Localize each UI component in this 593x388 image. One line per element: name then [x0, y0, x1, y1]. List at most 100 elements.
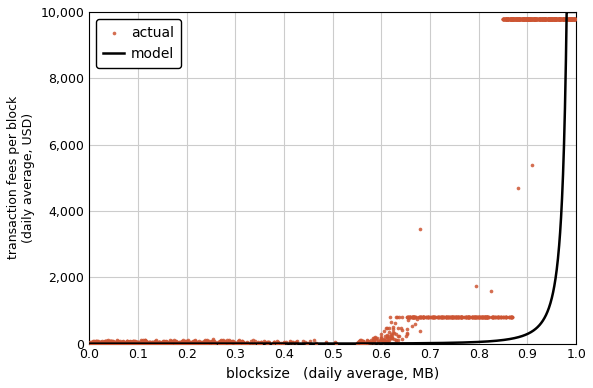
actual	[148, 340, 157, 346]
actual	[534, 16, 544, 22]
actual	[165, 339, 175, 345]
actual	[156, 340, 165, 346]
actual	[410, 314, 420, 320]
actual	[132, 340, 142, 346]
actual	[109, 338, 118, 345]
actual	[158, 338, 168, 344]
actual	[500, 16, 509, 22]
actual	[176, 339, 186, 345]
actual	[131, 340, 141, 346]
actual	[185, 340, 195, 346]
actual	[396, 325, 406, 331]
actual	[137, 340, 146, 346]
actual	[372, 335, 381, 341]
actual	[241, 340, 251, 346]
actual	[527, 16, 536, 22]
actual	[109, 340, 118, 346]
actual	[119, 340, 128, 346]
actual	[262, 339, 272, 345]
actual	[418, 314, 428, 320]
actual	[365, 340, 375, 346]
actual	[527, 16, 537, 22]
actual	[139, 338, 148, 345]
actual	[500, 16, 510, 22]
actual	[541, 16, 551, 22]
actual	[104, 339, 114, 345]
actual	[415, 314, 425, 320]
actual	[524, 16, 533, 22]
actual	[386, 331, 396, 338]
actual	[451, 314, 461, 320]
actual	[119, 340, 129, 346]
actual	[513, 16, 522, 22]
actual	[482, 314, 492, 320]
actual	[443, 314, 452, 320]
actual	[559, 16, 568, 22]
actual	[132, 339, 141, 345]
actual	[456, 314, 466, 320]
actual	[356, 337, 366, 343]
actual	[471, 314, 480, 320]
actual	[550, 16, 559, 22]
actual	[141, 340, 151, 346]
actual	[430, 314, 439, 320]
actual	[556, 16, 566, 22]
actual	[551, 16, 560, 22]
actual	[220, 339, 229, 345]
actual	[500, 16, 509, 22]
actual	[477, 314, 487, 320]
actual	[521, 16, 530, 22]
actual	[138, 340, 147, 346]
actual	[529, 16, 538, 22]
actual	[122, 339, 132, 345]
actual	[141, 338, 151, 344]
actual	[227, 339, 237, 345]
actual	[508, 16, 517, 22]
actual	[97, 340, 106, 346]
actual	[96, 339, 106, 345]
actual	[547, 16, 557, 22]
actual	[532, 16, 541, 22]
actual	[380, 337, 389, 343]
actual	[543, 16, 553, 22]
actual	[161, 338, 170, 345]
actual	[509, 16, 519, 22]
actual	[126, 340, 135, 346]
actual	[127, 339, 136, 345]
actual	[106, 340, 116, 346]
actual	[538, 16, 547, 22]
actual	[521, 16, 531, 22]
actual	[152, 340, 162, 346]
actual	[94, 340, 104, 346]
actual	[569, 16, 579, 22]
actual	[527, 16, 537, 22]
actual	[147, 340, 157, 346]
actual	[100, 339, 110, 345]
actual	[540, 16, 550, 22]
actual	[125, 340, 134, 346]
actual	[543, 16, 552, 22]
actual	[554, 16, 563, 22]
actual	[89, 340, 98, 346]
actual	[249, 340, 259, 346]
actual	[109, 340, 119, 346]
actual	[545, 16, 554, 22]
actual	[202, 337, 212, 343]
actual	[569, 16, 579, 22]
actual	[95, 340, 104, 346]
actual	[98, 340, 108, 346]
actual	[146, 340, 155, 346]
actual	[560, 16, 569, 22]
actual	[453, 314, 463, 320]
actual	[503, 16, 513, 22]
actual	[100, 339, 110, 345]
actual	[106, 340, 115, 346]
actual	[269, 339, 279, 345]
actual	[359, 340, 368, 346]
actual	[501, 314, 511, 320]
actual	[545, 16, 554, 22]
actual	[531, 16, 540, 22]
actual	[136, 340, 146, 346]
actual	[135, 340, 145, 346]
actual	[95, 339, 104, 345]
